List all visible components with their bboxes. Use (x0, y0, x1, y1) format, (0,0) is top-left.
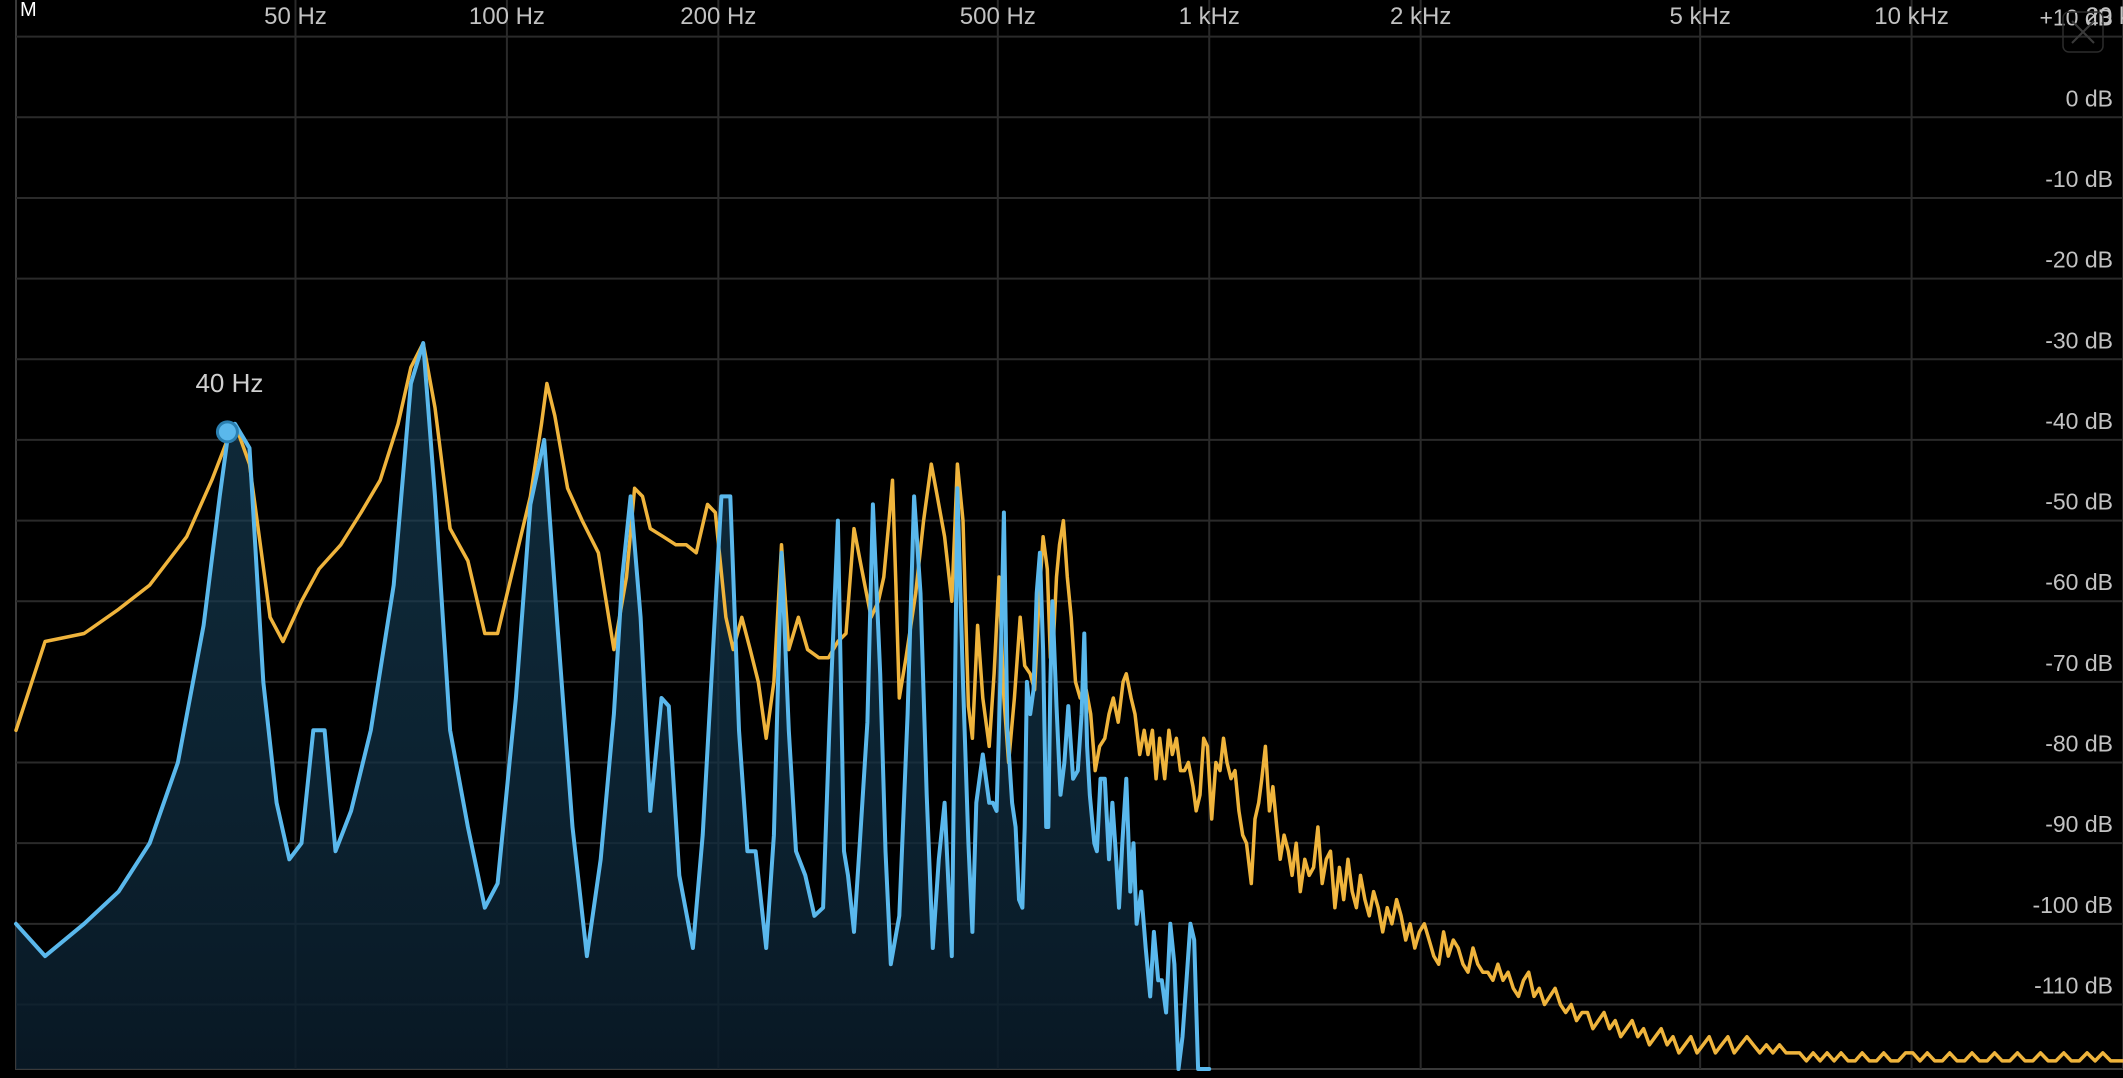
live-spectrum-fill (16, 343, 1210, 1070)
mode-label[interactable]: M (20, 0, 37, 21)
y-tick-label: -90 dB (2045, 811, 2113, 837)
peak-hold-line (14, 341, 2123, 1063)
spectrum-lines (14, 341, 2123, 1071)
y-tick-label: -40 dB (2045, 408, 2113, 434)
y-tick-label: 0 dB (2066, 85, 2113, 111)
x-tick-label: 2 kHz (1390, 3, 1451, 30)
peak-marker[interactable]: 40 Hz (195, 368, 263, 444)
x-tick-label: 200 Hz (680, 3, 756, 30)
y-tick-label: +10 dB (2039, 5, 2113, 31)
x-tick-label: 100 Hz (469, 3, 545, 30)
x-tick-label: 10 kHz (1874, 3, 1949, 30)
close-icon (2071, 20, 2095, 44)
y-tick-label: -110 dB (2034, 972, 2113, 998)
spectrum-fill (16, 343, 1210, 1070)
y-tick-label: -30 dB (2045, 327, 2113, 353)
peak-marker-dot[interactable] (215, 420, 239, 444)
x-tick-label: 20 kHz (2086, 3, 2123, 30)
frequency-axis-labels: 50 Hz 100 Hz 200 Hz 500 Hz 1 kHz 2 kHz 5 kHz 10… (264, 3, 2123, 30)
y-tick-label: -80 dB (2045, 731, 2113, 757)
y-tick-label: -70 dB (2045, 650, 2113, 676)
y-tick-label: -20 dB (2045, 247, 2113, 273)
close-button[interactable] (2062, 11, 2104, 53)
x-tick-label: 1 kHz (1179, 3, 1240, 30)
peak-marker-label: 40 Hz (195, 368, 263, 398)
x-tick-label: 5 kHz (1669, 3, 1730, 30)
y-tick-label: -10 dB (2045, 166, 2113, 192)
db-axis-labels: +10 dB 0 dB -10 dB -20 dB -30 dB -40 dB -50 dB… (2032, 5, 2113, 999)
x-tick-label: 50 Hz (264, 3, 327, 30)
y-tick-label: -50 dB (2045, 489, 2113, 515)
y-tick-label: -60 dB (2045, 569, 2113, 595)
y-tick-label: -100 dB (2032, 892, 2113, 918)
x-tick-label: 500 Hz (960, 3, 1036, 30)
live-spectrum-line (14, 341, 1212, 1071)
